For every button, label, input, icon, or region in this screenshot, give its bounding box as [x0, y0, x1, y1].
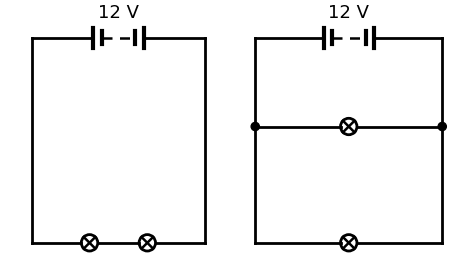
Text: 12 V: 12 V	[328, 4, 369, 22]
Circle shape	[251, 122, 259, 131]
Text: 12 V: 12 V	[98, 4, 139, 22]
Circle shape	[438, 122, 447, 131]
